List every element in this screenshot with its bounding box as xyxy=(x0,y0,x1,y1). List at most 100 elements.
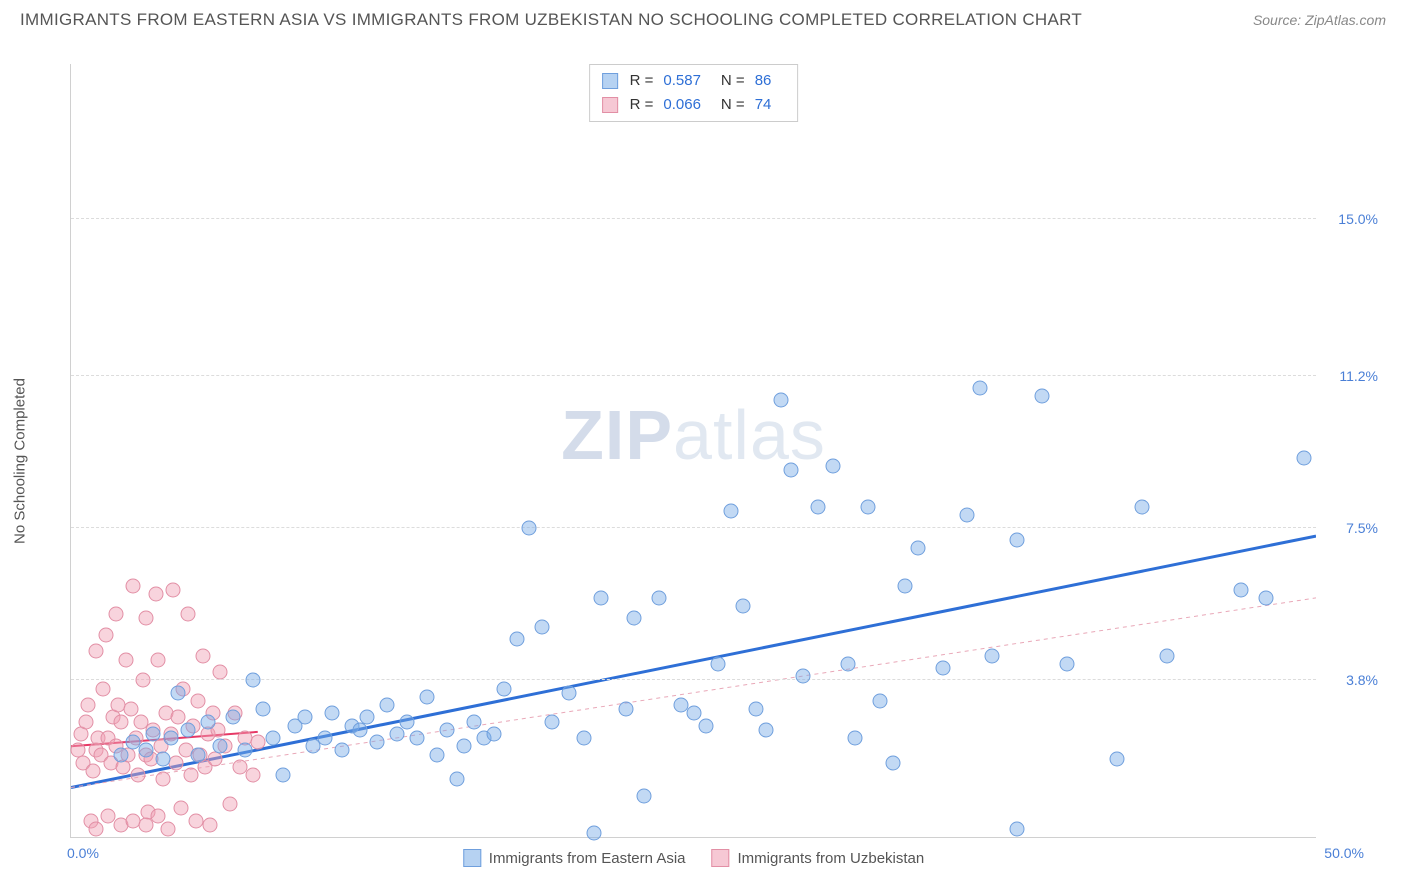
data-point xyxy=(773,392,788,407)
data-point xyxy=(410,731,425,746)
y-tick-label: 3.8% xyxy=(1323,672,1378,688)
data-point xyxy=(138,611,153,626)
legend-label-a: Immigrants from Eastern Asia xyxy=(489,850,686,867)
data-point xyxy=(1060,656,1075,671)
data-point xyxy=(223,797,238,812)
data-point xyxy=(113,747,128,762)
data-point xyxy=(1159,648,1174,663)
data-point xyxy=(190,693,205,708)
data-point xyxy=(325,706,340,721)
data-point xyxy=(1010,533,1025,548)
legend-stats: R =0.587 N =86 R =0.066 N =74 xyxy=(589,64,799,122)
data-point xyxy=(166,582,181,597)
data-point xyxy=(181,607,196,622)
data-point xyxy=(118,652,133,667)
data-point xyxy=(138,743,153,758)
data-point xyxy=(534,619,549,634)
legend-series: Immigrants from Eastern Asia Immigrants … xyxy=(463,849,924,867)
data-point xyxy=(457,739,472,754)
data-point xyxy=(748,702,763,717)
data-point xyxy=(651,590,666,605)
data-point xyxy=(1109,751,1124,766)
data-point xyxy=(783,463,798,478)
data-point xyxy=(245,768,260,783)
data-point xyxy=(225,710,240,725)
data-point xyxy=(985,648,1000,663)
data-point xyxy=(96,681,111,696)
gridline xyxy=(71,527,1316,528)
data-point xyxy=(255,702,270,717)
data-point xyxy=(848,731,863,746)
data-point xyxy=(736,599,751,614)
legend-stats-row-a: R =0.587 N =86 xyxy=(602,69,786,93)
data-point xyxy=(796,669,811,684)
data-point xyxy=(86,764,101,779)
data-point xyxy=(686,706,701,721)
legend-label-b: Immigrants from Uzbekistan xyxy=(738,850,925,867)
data-point xyxy=(380,698,395,713)
data-point xyxy=(544,714,559,729)
data-point xyxy=(1134,500,1149,515)
data-point xyxy=(98,627,113,642)
data-point xyxy=(400,714,415,729)
data-point xyxy=(825,458,840,473)
data-point xyxy=(146,726,161,741)
data-point xyxy=(619,702,634,717)
data-point xyxy=(131,768,146,783)
data-point xyxy=(190,747,205,762)
data-point xyxy=(509,632,524,647)
data-point xyxy=(522,520,537,535)
data-point xyxy=(113,714,128,729)
data-point xyxy=(698,718,713,733)
data-point xyxy=(885,755,900,770)
y-axis-label: No Schooling Completed xyxy=(12,378,29,544)
data-point xyxy=(935,660,950,675)
x-min-label: 0.0% xyxy=(67,845,99,861)
legend-item-b: Immigrants from Uzbekistan xyxy=(712,849,925,867)
legend-stats-row-b: R =0.066 N =74 xyxy=(602,93,786,117)
data-point xyxy=(960,508,975,523)
data-point xyxy=(156,772,171,787)
data-point xyxy=(213,665,228,680)
data-point xyxy=(238,743,253,758)
data-point xyxy=(298,710,313,725)
data-point xyxy=(758,722,773,737)
data-point xyxy=(586,825,601,840)
data-point xyxy=(156,751,171,766)
plot-area: ZIPatlas R =0.587 N =86 R =0.066 N =74 0… xyxy=(70,64,1316,838)
y-tick-label: 11.2% xyxy=(1323,368,1378,384)
data-point xyxy=(594,590,609,605)
data-point xyxy=(873,693,888,708)
data-point xyxy=(200,714,215,729)
data-point xyxy=(430,747,445,762)
data-point xyxy=(88,821,103,836)
data-point xyxy=(1234,582,1249,597)
legend-swatch-a-icon xyxy=(602,73,618,89)
data-point xyxy=(636,788,651,803)
data-point xyxy=(840,656,855,671)
data-point xyxy=(576,731,591,746)
data-point xyxy=(360,710,375,725)
data-point xyxy=(811,500,826,515)
data-point xyxy=(317,731,332,746)
data-point xyxy=(370,735,385,750)
data-point xyxy=(910,541,925,556)
data-point xyxy=(439,722,454,737)
data-point xyxy=(188,813,203,828)
data-point xyxy=(335,743,350,758)
data-point xyxy=(88,644,103,659)
gridline xyxy=(71,218,1316,219)
data-point xyxy=(245,673,260,688)
legend-item-a: Immigrants from Eastern Asia xyxy=(463,849,686,867)
data-point xyxy=(972,380,987,395)
data-point xyxy=(420,689,435,704)
gridline xyxy=(71,375,1316,376)
source-label: Source: ZipAtlas.com xyxy=(1253,12,1386,28)
data-point xyxy=(562,685,577,700)
data-point xyxy=(265,731,280,746)
data-point xyxy=(1296,450,1311,465)
data-point xyxy=(487,726,502,741)
data-point xyxy=(1010,821,1025,836)
data-point xyxy=(151,652,166,667)
data-point xyxy=(126,578,141,593)
